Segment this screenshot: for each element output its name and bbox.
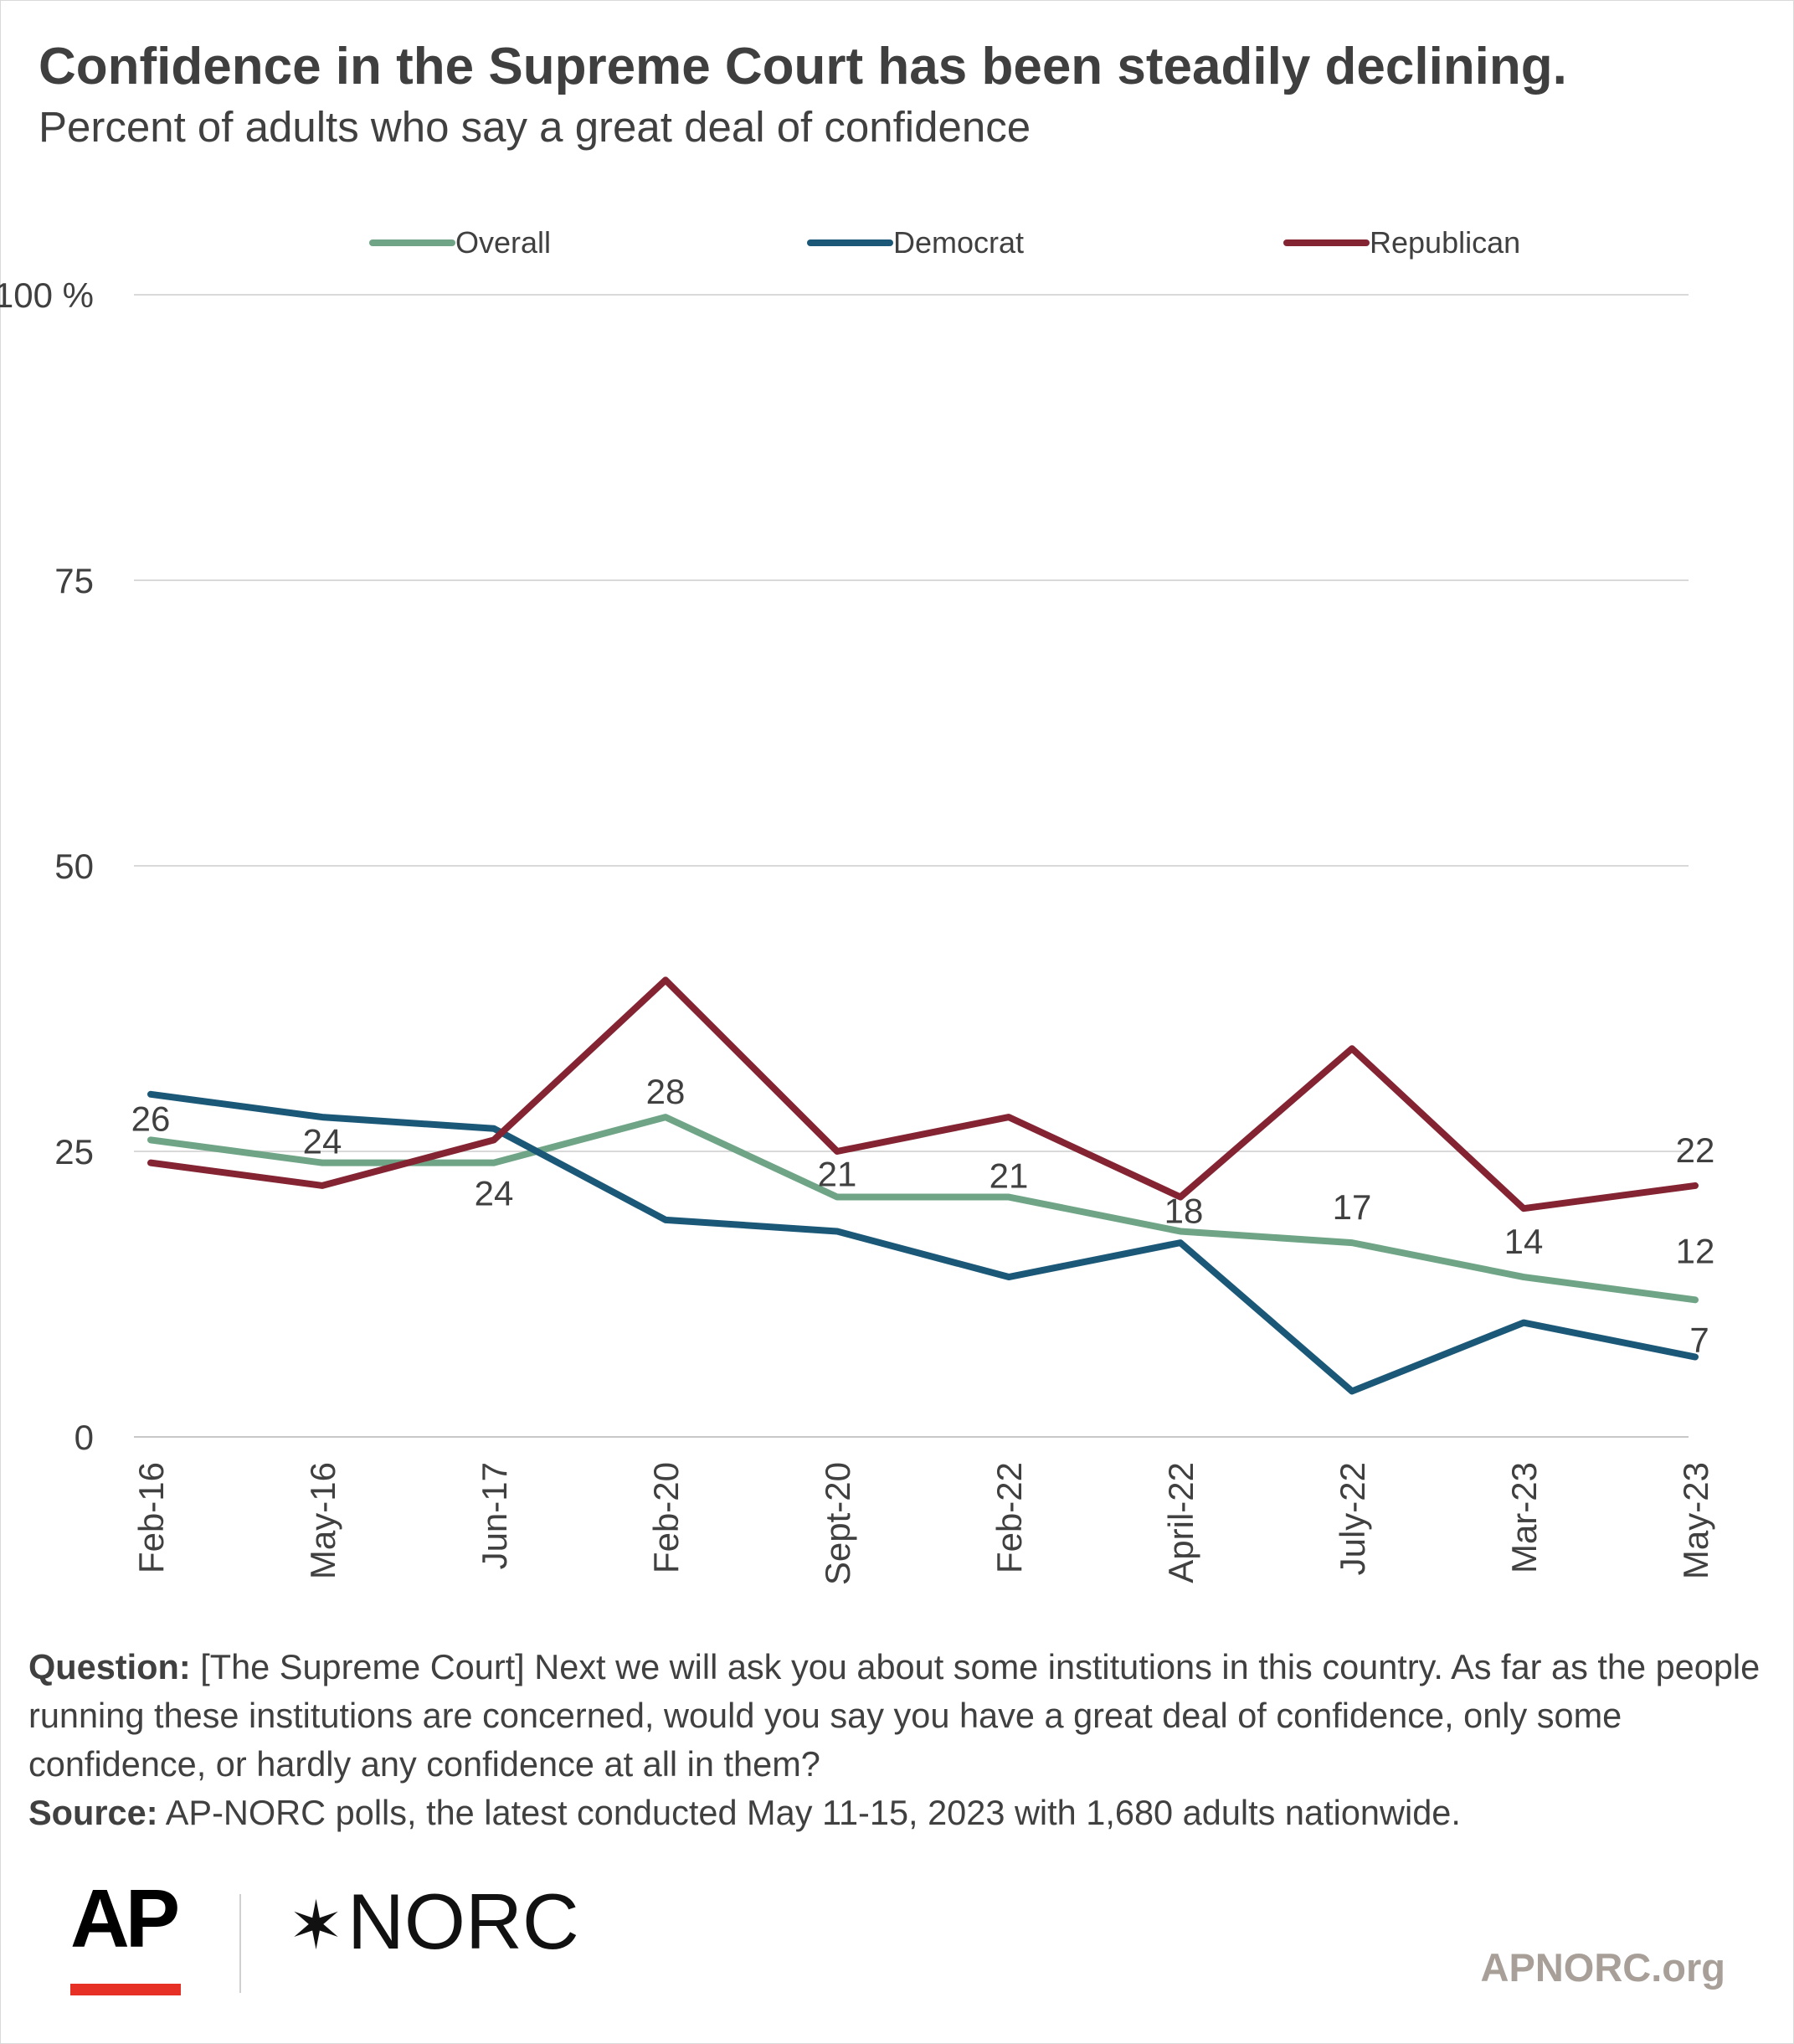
data-label: 21 <box>990 1156 1029 1196</box>
norc-star-icon: ✶ <box>288 1888 345 1963</box>
chart-subtitle: Percent of adults who say a great deal o… <box>39 103 1031 151</box>
chart-title: Confidence in the Supreme Court has been… <box>39 38 1567 95</box>
data-label: 12 <box>1676 1231 1715 1270</box>
x-axis-ticks: Feb-16 May-16 Jun-17 Feb-20 Sept-20 Feb-22 Apr… <box>131 1462 1715 1585</box>
y-axis-ticks: 0 25 50 75 100 % <box>0 275 94 1457</box>
y-tick-label: 25 <box>54 1132 94 1171</box>
y-tick-label: 0 <box>75 1418 94 1457</box>
question-text: [The Supreme Court] Next we will ask you… <box>28 1647 1761 1784</box>
series-line-republican <box>147 976 1699 1212</box>
legend-label-republican: Republican <box>1370 225 1520 260</box>
x-tick-label: Mar-23 <box>1504 1462 1544 1573</box>
source-label: Source: <box>28 1793 158 1832</box>
source-note: Source: AP-NORC polls, the latest conduc… <box>28 1789 1778 1837</box>
legend: Overall Democrat Republican <box>369 225 1520 260</box>
gridlines <box>134 294 1689 1438</box>
data-label: 17 <box>1333 1187 1372 1227</box>
y-tick-label: 50 <box>54 847 94 886</box>
norc-logo: ✶NORC <box>288 1882 579 1961</box>
source-text: AP-NORC polls, the latest conducted May … <box>157 1793 1461 1832</box>
site-link[interactable]: APNORC.org <box>1480 1945 1725 1990</box>
x-tick-label: May-16 <box>303 1462 342 1579</box>
logo-divider <box>239 1894 241 1993</box>
data-label: 7 <box>1689 1321 1709 1360</box>
x-tick-label: Feb-16 <box>131 1462 171 1573</box>
series-line-overall <box>147 1114 1699 1304</box>
data-label: 28 <box>646 1072 686 1111</box>
data-label: 18 <box>1164 1191 1204 1230</box>
data-label: 21 <box>818 1155 857 1194</box>
legend-label-overall: Overall <box>455 225 551 260</box>
norc-logo-text: NORC <box>347 1877 579 1965</box>
legend-label-democrat: Democrat <box>893 225 1024 260</box>
data-label: 26 <box>131 1099 171 1138</box>
x-tick-label: April-22 <box>1161 1462 1200 1583</box>
x-tick-label: Feb-20 <box>646 1462 686 1573</box>
x-tick-label: May-23 <box>1676 1462 1715 1579</box>
notes: Question: [The Supreme Court] Next we wi… <box>28 1643 1778 1837</box>
y-tick-label: 75 <box>54 561 94 600</box>
x-tick-label: July-22 <box>1333 1462 1372 1575</box>
ap-logo-bar <box>70 1984 181 1995</box>
question-note: Question: [The Supreme Court] Next we wi… <box>28 1643 1778 1789</box>
data-label: 14 <box>1504 1222 1544 1261</box>
data-label: 22 <box>1676 1130 1715 1170</box>
series-lines <box>147 976 1699 1395</box>
x-tick-label: Jun-17 <box>475 1462 514 1569</box>
series-line-democrat <box>147 1090 1699 1395</box>
data-labels: 26 24 24 28 21 21 18 17 14 12 7 22 <box>131 1072 1715 1359</box>
question-label: Question: <box>28 1647 191 1686</box>
line-chart: 0 25 50 75 100 % Feb-16 May-16 Jun-17 Feb-20 Sep… <box>0 225 1715 1585</box>
ap-logo: AP <box>70 1872 180 1964</box>
data-label: 24 <box>475 1174 514 1213</box>
data-label: 24 <box>303 1122 342 1161</box>
x-tick-label: Sept-20 <box>818 1462 857 1585</box>
y-tick-label: 100 % <box>0 275 94 315</box>
x-tick-label: Feb-22 <box>990 1462 1029 1573</box>
